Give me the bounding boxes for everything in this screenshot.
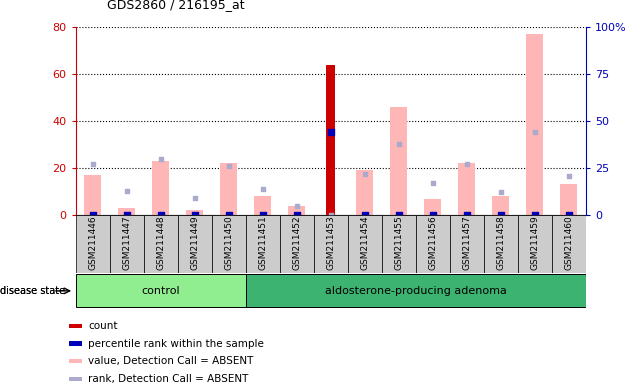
Bar bbox=[390, 107, 407, 215]
Point bbox=[88, 212, 98, 218]
Bar bbox=[84, 175, 101, 215]
Bar bbox=[326, 65, 335, 215]
Point bbox=[496, 212, 506, 218]
Text: disease state: disease state bbox=[0, 286, 65, 296]
Bar bbox=[288, 206, 305, 215]
Bar bbox=[526, 34, 543, 215]
Text: rank, Detection Call = ABSENT: rank, Detection Call = ABSENT bbox=[88, 374, 248, 384]
Point bbox=[326, 129, 336, 135]
Bar bbox=[118, 208, 135, 215]
Text: GSM211460: GSM211460 bbox=[564, 215, 573, 270]
Point bbox=[156, 156, 166, 162]
Bar bbox=[314, 215, 348, 273]
Text: GSM211447: GSM211447 bbox=[122, 215, 131, 270]
Text: GSM211449: GSM211449 bbox=[190, 215, 199, 270]
Bar bbox=[254, 196, 271, 215]
Bar bbox=[484, 215, 518, 273]
Bar bbox=[552, 215, 586, 273]
Point bbox=[258, 212, 268, 218]
Point bbox=[496, 189, 506, 195]
Bar bbox=[560, 184, 577, 215]
Text: percentile rank within the sample: percentile rank within the sample bbox=[88, 339, 264, 349]
Text: GSM211452: GSM211452 bbox=[292, 215, 301, 270]
Bar bbox=[76, 215, 110, 273]
Point bbox=[564, 212, 574, 218]
Text: count: count bbox=[88, 321, 117, 331]
Bar bbox=[69, 359, 83, 363]
Text: GSM211458: GSM211458 bbox=[496, 215, 505, 270]
Bar bbox=[186, 210, 203, 215]
Point bbox=[258, 185, 268, 192]
Text: GSM211456: GSM211456 bbox=[428, 215, 437, 270]
Text: value, Detection Call = ABSENT: value, Detection Call = ABSENT bbox=[88, 356, 253, 366]
Bar bbox=[492, 196, 509, 215]
Point bbox=[292, 212, 302, 218]
Point bbox=[428, 212, 438, 218]
Bar bbox=[416, 215, 450, 273]
Bar bbox=[246, 215, 280, 273]
Bar bbox=[382, 215, 416, 273]
Point bbox=[462, 212, 472, 218]
Point bbox=[122, 212, 132, 218]
Point bbox=[88, 161, 98, 167]
Bar bbox=[450, 215, 484, 273]
Bar bbox=[348, 215, 382, 273]
Point bbox=[326, 212, 336, 218]
Bar bbox=[280, 215, 314, 273]
Bar bbox=[144, 215, 178, 273]
Text: GSM211459: GSM211459 bbox=[530, 215, 539, 270]
Text: GSM211450: GSM211450 bbox=[224, 215, 233, 270]
Bar bbox=[357, 170, 373, 215]
Text: GSM211448: GSM211448 bbox=[156, 215, 165, 270]
Point bbox=[224, 163, 234, 169]
Point bbox=[428, 180, 438, 186]
Bar bbox=[76, 275, 246, 307]
Point bbox=[224, 212, 234, 218]
Point bbox=[292, 203, 302, 209]
Text: GSM211454: GSM211454 bbox=[360, 215, 369, 270]
Point bbox=[190, 212, 200, 218]
Text: GSM211451: GSM211451 bbox=[258, 215, 267, 270]
Bar bbox=[212, 215, 246, 273]
Text: GDS2860 / 216195_at: GDS2860 / 216195_at bbox=[107, 0, 244, 12]
Bar bbox=[178, 215, 212, 273]
Bar bbox=[152, 161, 169, 215]
Point bbox=[394, 141, 404, 147]
Point bbox=[462, 161, 472, 167]
Text: GSM211455: GSM211455 bbox=[394, 215, 403, 270]
Point bbox=[564, 172, 574, 179]
Text: GSM211457: GSM211457 bbox=[462, 215, 471, 270]
Point bbox=[360, 212, 370, 218]
Text: aldosterone-producing adenoma: aldosterone-producing adenoma bbox=[325, 286, 507, 296]
Text: GSM211446: GSM211446 bbox=[88, 215, 97, 270]
Text: disease state: disease state bbox=[0, 286, 65, 296]
Text: control: control bbox=[141, 286, 180, 296]
Point bbox=[190, 195, 200, 201]
Point bbox=[360, 170, 370, 177]
Point bbox=[530, 212, 540, 218]
Bar bbox=[69, 341, 83, 346]
Point bbox=[394, 212, 404, 218]
Bar bbox=[110, 215, 144, 273]
Bar bbox=[246, 275, 586, 307]
Bar bbox=[69, 377, 83, 381]
Point bbox=[156, 212, 166, 218]
Bar bbox=[220, 163, 237, 215]
Bar bbox=[458, 163, 475, 215]
Point bbox=[122, 187, 132, 194]
Text: GSM211453: GSM211453 bbox=[326, 215, 335, 270]
Point bbox=[530, 129, 540, 135]
Bar bbox=[69, 324, 83, 328]
Bar bbox=[424, 199, 441, 215]
Bar bbox=[518, 215, 552, 273]
